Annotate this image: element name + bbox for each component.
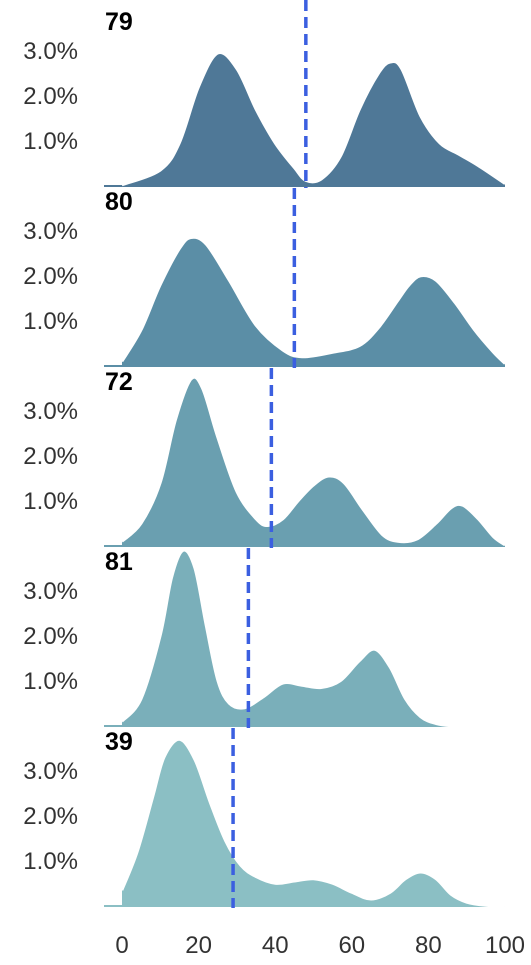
panel-title-1: 80: [105, 188, 133, 216]
x-tick-label-4: 80: [415, 932, 442, 959]
y-tick-label-2-2: 3.0%: [23, 398, 78, 425]
y-tick-label-4-1: 2.0%: [23, 803, 78, 830]
y-tick-label-0-2: 3.0%: [23, 38, 78, 65]
x-tick-label-5: 100: [485, 932, 525, 959]
density-area-0: [122, 52, 505, 186]
panel-title-2: 72: [105, 368, 133, 396]
y-tick-label-2-1: 2.0%: [23, 443, 78, 470]
density-area-2: [122, 377, 505, 546]
y-tick-label-4-0: 1.0%: [23, 848, 78, 875]
panel-title-3: 81: [105, 548, 133, 576]
density-outline-2: [121, 376, 506, 547]
y-tick-label-1-2: 3.0%: [23, 218, 78, 245]
density-area-1: [122, 237, 505, 366]
y-tick-label-3-1: 2.0%: [23, 623, 78, 650]
panel-title-4: 39: [105, 728, 133, 756]
y-tick-label-1-1: 2.0%: [23, 263, 78, 290]
x-tick-label-0: 0: [115, 932, 128, 959]
y-tick-label-0-0: 1.0%: [23, 128, 78, 155]
y-tick-label-0-1: 2.0%: [23, 83, 78, 110]
panel-title-0: 79: [105, 8, 133, 36]
y-tick-label-3-2: 3.0%: [23, 578, 78, 605]
y-tick-label-4-2: 3.0%: [23, 758, 78, 785]
y-tick-label-1-0: 1.0%: [23, 308, 78, 335]
x-tick-label-2: 40: [262, 932, 289, 959]
density-outline-0: [121, 51, 506, 187]
density-outline-1: [120, 236, 506, 365]
density-outline-3: [121, 549, 505, 728]
y-tick-label-2-0: 1.0%: [23, 488, 78, 515]
x-tick-label-3: 60: [338, 932, 365, 959]
density-outline-4: [120, 738, 506, 908]
y-tick-label-3-0: 1.0%: [23, 668, 78, 695]
x-tick-label-1: 20: [185, 932, 212, 959]
density-area-3: [122, 550, 505, 727]
density-area-4: [122, 739, 505, 906]
